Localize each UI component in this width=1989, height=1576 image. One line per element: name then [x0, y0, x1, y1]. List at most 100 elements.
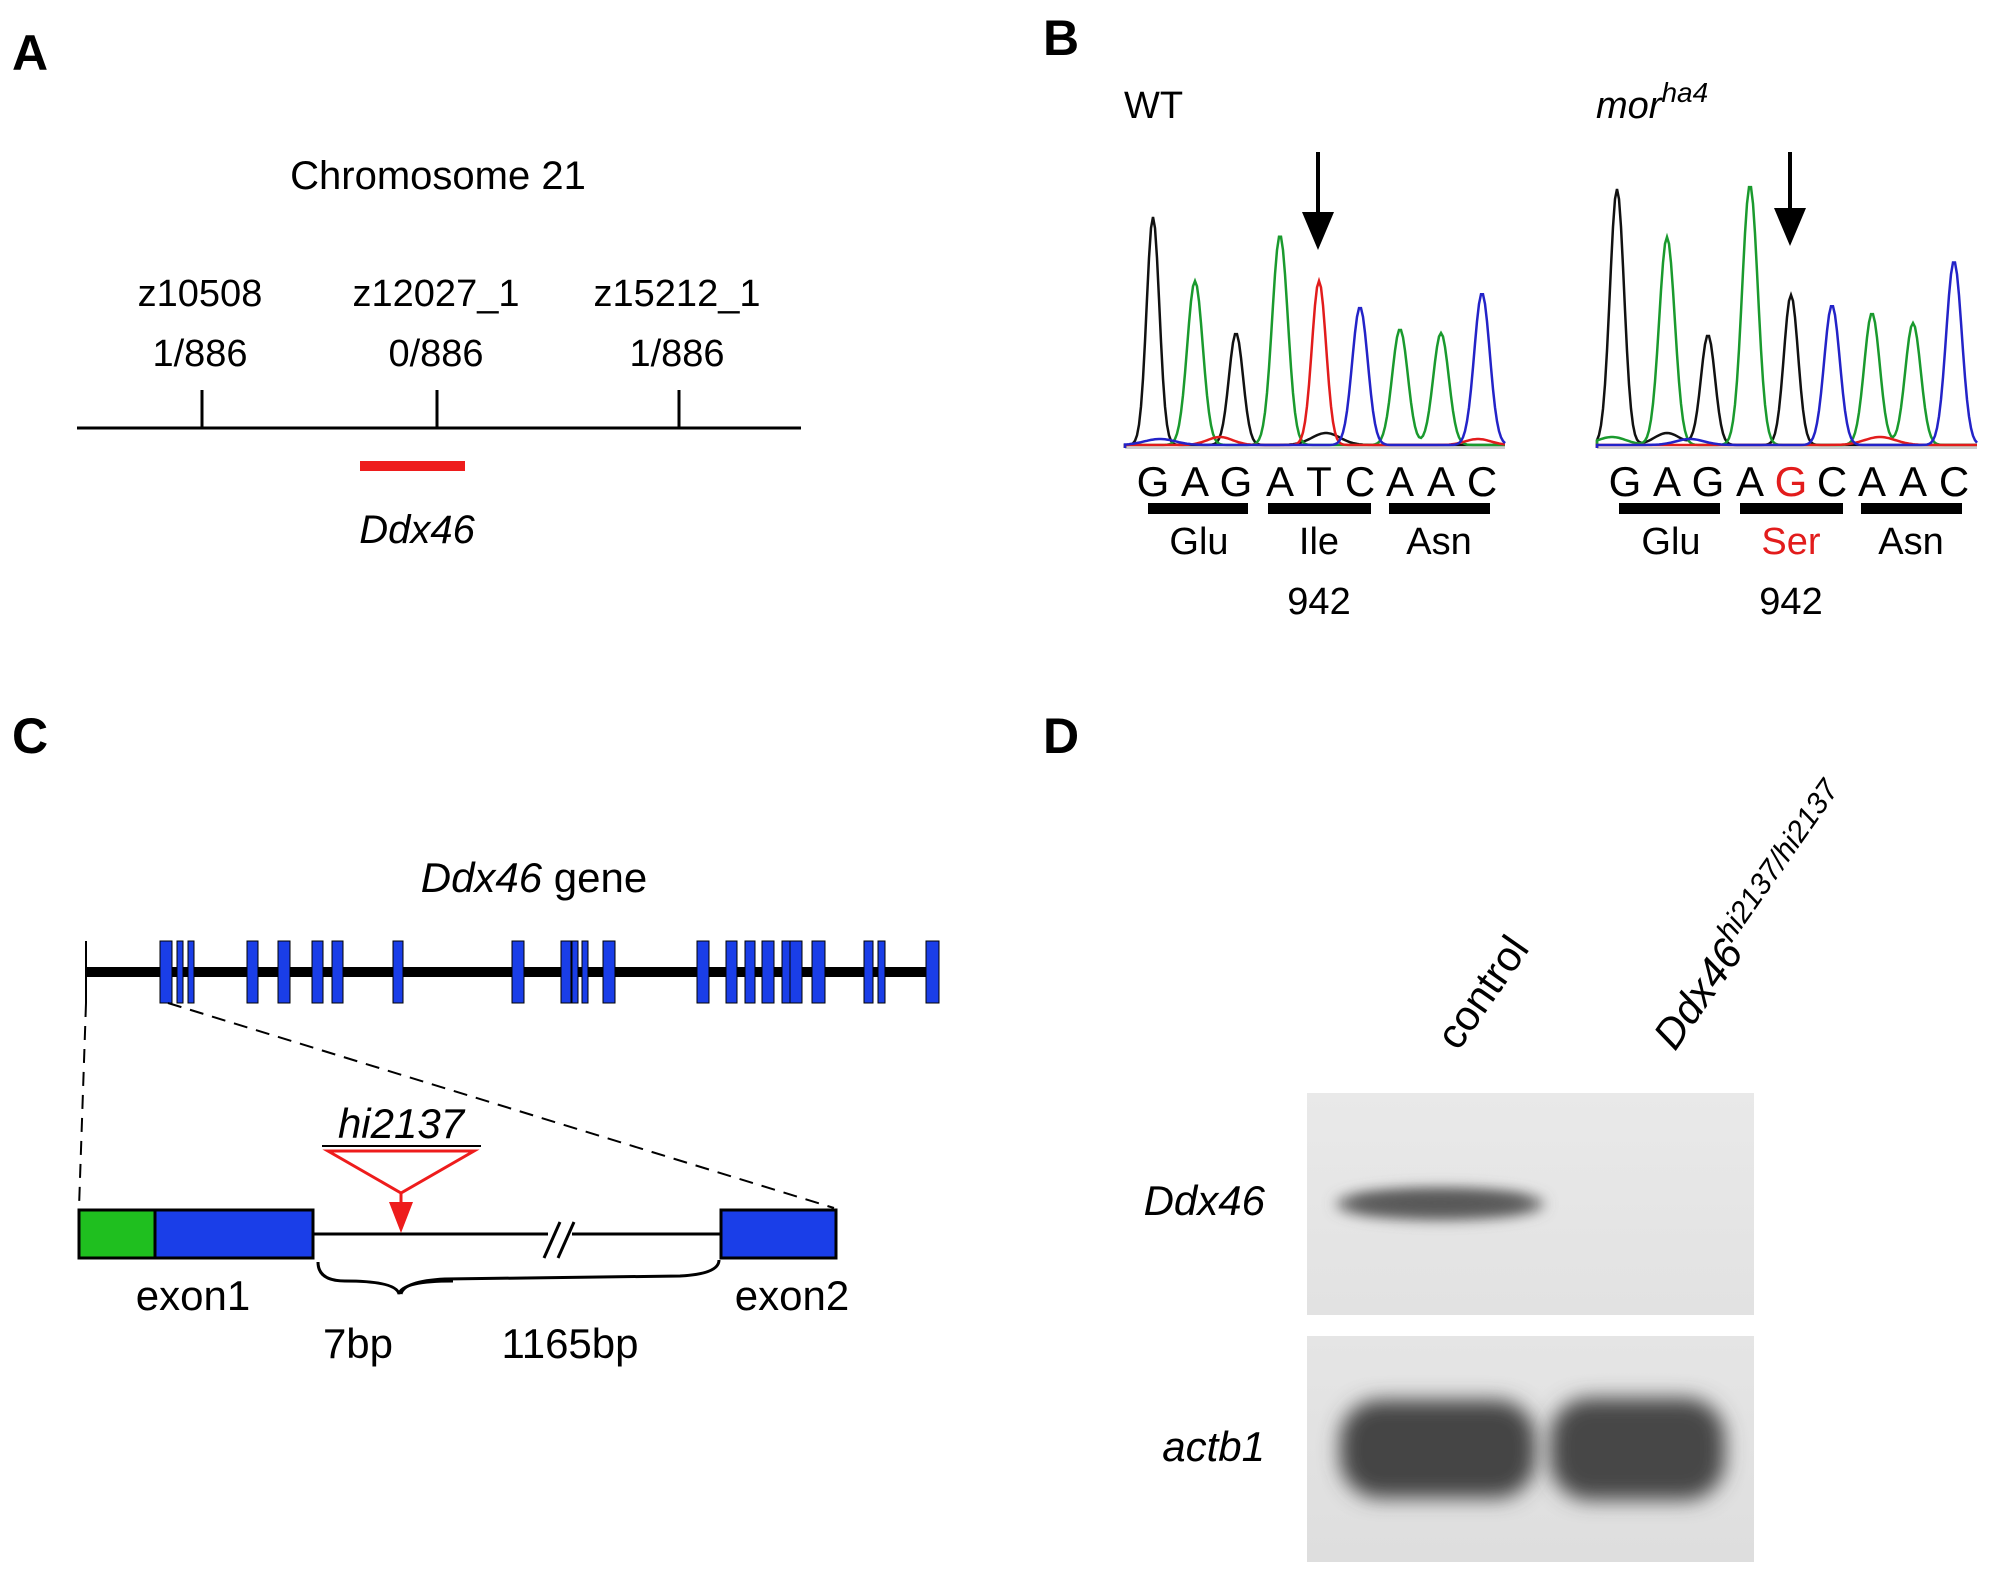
marker-recomb-z12027: 0/886 [388, 333, 483, 375]
gene-exon-box [277, 940, 291, 1004]
panel-letter-c: C [12, 708, 48, 764]
mutant-base: G [1609, 458, 1642, 505]
gene-exon-box [725, 940, 738, 1004]
wt-title: WT [1124, 85, 1183, 127]
exon2-label: exon2 [735, 1272, 849, 1319]
exon1-utr [77, 1208, 157, 1260]
gene-exon-box [331, 940, 344, 1004]
gene-exon-box [863, 940, 874, 1004]
mutant-residue-position: 942 [1759, 581, 1822, 623]
blot-row-label-ddx46: Ddx46 [1144, 1177, 1266, 1224]
lane-label-control: control [1427, 927, 1538, 1057]
gene-exon-box [581, 940, 589, 1004]
mutant-base: G [1692, 458, 1725, 505]
wt-base: C [1345, 458, 1375, 505]
chromosome-title: Chromosome 21 [290, 154, 586, 198]
wt-base: T [1306, 458, 1332, 505]
gene-exon-box [877, 940, 886, 1004]
lane-label-mutant-superscript: hi2137/hi2137 [1710, 773, 1846, 947]
mutant-base: A [1858, 458, 1886, 505]
mutant-codon-bar [1619, 503, 1720, 514]
mutant-base: A [1899, 458, 1927, 505]
gene-exons [159, 940, 940, 1004]
wt-codon: Asn [1406, 521, 1471, 563]
brace-1165bp [399, 1259, 721, 1295]
mutant-chromatogram [1595, 152, 1978, 449]
mutant-codon-bar [1861, 503, 1962, 514]
wt-traces [1123, 216, 1506, 448]
gene-exon-box [311, 940, 324, 1004]
mutant-codon: Asn [1878, 521, 1943, 563]
marker-name-z12027: z12027_1 [353, 273, 520, 315]
gene-exon-box [571, 940, 579, 1004]
wt-codon-bar [1389, 503, 1490, 514]
wt-codon-bar [1148, 503, 1248, 514]
gap-7bp-label: 7bp [323, 1320, 393, 1367]
gene-exon-box [744, 940, 756, 1004]
band-actb1-mutant [1550, 1398, 1725, 1500]
mutant-base-mutated: G [1775, 458, 1808, 505]
mutant-base: A [1653, 458, 1681, 505]
ddx46-interval-bar [360, 461, 465, 471]
gene-exon-box [176, 940, 184, 1004]
wt-base: G [1220, 458, 1253, 505]
wt-codon: Glu [1169, 521, 1228, 563]
wt-sequence: G A G A T C A A C [1137, 458, 1498, 505]
insertion-triangle [322, 1149, 480, 1195]
exon1-label: exon1 [136, 1272, 250, 1319]
marker-recomb-z15212: 1/886 [629, 333, 724, 375]
wt-base: A [1427, 458, 1455, 505]
gene-title-suffix: gene [542, 854, 647, 901]
gene-exon-box [925, 940, 940, 1004]
zoom-guide-right [167, 1002, 835, 1209]
gene-exon-box [696, 940, 710, 1004]
lane-label-mutant-main: Ddx46 [1644, 930, 1753, 1057]
wt-trace-a [1123, 235, 1505, 448]
gene-exon-box [511, 940, 525, 1004]
mutant-title: morha4 [1596, 77, 1708, 127]
intron-break-mark [542, 1221, 562, 1259]
gene-exon-box [246, 940, 259, 1004]
gene-exon-box [560, 940, 572, 1004]
mutant-base: A [1736, 458, 1764, 505]
mutant-arrow [1774, 152, 1806, 246]
exon2-box [719, 1208, 838, 1260]
panel-letter-b: B [1043, 10, 1079, 66]
wt-arrow [1302, 152, 1334, 250]
mutant-base: C [1817, 458, 1847, 505]
gene-exon-box [187, 940, 195, 1004]
brace-7bp [316, 1261, 454, 1295]
insertion-arrowhead [389, 1202, 413, 1233]
wt-trace-c [1123, 293, 1506, 448]
gene-exon-box [602, 940, 616, 1004]
gene-exon-box [761, 940, 775, 1004]
panel-letter-d: D [1043, 708, 1079, 764]
mutant-sequence: G A G A G C A A C [1609, 458, 1970, 505]
wt-codon-bar [1268, 503, 1371, 514]
gap-1165bp-label: 1165bp [501, 1320, 638, 1367]
gene-exon-box [392, 940, 404, 1004]
zoom-guide-left [78, 1002, 87, 1209]
ddx46-gene-label: Ddx46 [359, 508, 475, 552]
band-actb1-control [1340, 1400, 1536, 1498]
mutant-traces [1595, 185, 1978, 448]
gene-title-name: Ddx46 [421, 854, 543, 901]
panel-d: D control Ddx46hi2137/hi2137 Ddx46 actb1 [1043, 708, 1846, 1562]
exon1-coding [153, 1208, 315, 1260]
band-ddx46-control-core [1352, 1195, 1528, 1211]
mutant-base: C [1939, 458, 1969, 505]
intron-break-mark [556, 1221, 576, 1259]
wt-base: A [1181, 458, 1209, 505]
mutant-title-main: mor [1596, 85, 1663, 127]
gene-exon-box [811, 940, 826, 1004]
mutant-trace-c [1595, 261, 1978, 448]
marker-recomb-z10508: 1/886 [152, 333, 247, 375]
mutant-codon-mutated: Ser [1761, 521, 1820, 563]
gene-exon-box [159, 940, 173, 1004]
gene-exon-box [789, 940, 803, 1004]
wt-codon: Ile [1299, 521, 1339, 563]
blot-row-label-actb1: actb1 [1162, 1423, 1265, 1470]
gene-structure-title: Ddx46 gene [421, 854, 648, 901]
wt-base: A [1386, 458, 1414, 505]
